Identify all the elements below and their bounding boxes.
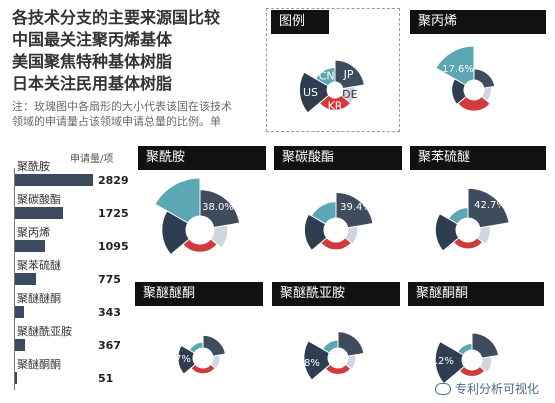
bar — [15, 372, 17, 384]
rose-slice-us — [434, 212, 460, 252]
legend-box — [266, 8, 400, 132]
bar-value-label: 343 — [98, 306, 121, 319]
watermark-text: 专利分析可视化 — [454, 382, 539, 396]
rose-slice-cn — [154, 177, 201, 224]
bar-value-label: 2829 — [98, 174, 129, 187]
bar-label: 聚酰胺 — [17, 160, 50, 173]
rose-chart-pps: 42.7% — [434, 187, 510, 252]
rose-slice-us — [434, 340, 466, 385]
rose-slice-jp — [467, 187, 510, 229]
rose-slice-us — [303, 213, 328, 252]
bar — [15, 306, 25, 318]
rose-slice-jp — [335, 191, 374, 229]
panel-title-pc: 聚碳酸酯 — [274, 146, 402, 170]
rose-slice-jp — [471, 332, 500, 359]
rose-percent-label: 41.2% — [422, 356, 454, 367]
rose-slice-us — [161, 210, 190, 256]
rose-percent-label: 25.7% — [159, 354, 191, 365]
note-line-2: 领域的申请量占该领域申请总量的比例。单 — [12, 115, 221, 128]
rose-chart-peek: 25.7% — [159, 334, 227, 375]
bar-label: 聚醚酮酮 — [17, 358, 61, 371]
panel-title-peek: 聚醚醚酮 — [135, 282, 263, 306]
rose-country-label: US — [303, 86, 318, 99]
legend-title: 图例 — [271, 10, 329, 34]
rose-slice-jp — [337, 331, 365, 357]
rose-slice-jp — [473, 68, 496, 89]
panel-title-pp: 聚丙烯 — [410, 10, 546, 34]
rose-slice-kr — [190, 363, 216, 375]
rose-percent-label: 38.0% — [202, 202, 234, 213]
rose-country-label: CN — [319, 70, 335, 83]
rose-slice-us — [177, 344, 197, 375]
rose-slice-jp — [334, 59, 365, 90]
rose-percent-label: 39.4% — [340, 202, 372, 213]
title-line-3: 美国聚焦特种基体树脂 — [12, 52, 173, 71]
bar-label: 聚丙烯 — [17, 226, 50, 239]
rose-slice-us — [298, 71, 330, 114]
bar-label: 聚碳酸酯 — [17, 193, 61, 206]
rose-percent-label: 42.7% — [474, 200, 506, 211]
bar — [15, 273, 37, 285]
bar-axis-label: 申请量/项 — [70, 154, 114, 165]
bar-value-label: 1095 — [98, 240, 129, 253]
rose-slice-us — [303, 340, 332, 381]
rose-slice-kr — [182, 238, 218, 253]
panel-title-pei: 聚醚酰亚胺 — [272, 282, 400, 306]
title-line-1: 各技术分支的主要来源国比较 — [12, 8, 221, 27]
bar-value-label: 775 — [98, 273, 121, 286]
watermark: 专利分析可视化 — [434, 380, 539, 397]
rose-country-label: KR — [328, 99, 343, 112]
rose-chart-pa: 38.0% — [154, 177, 241, 256]
rose-slice-us — [451, 78, 468, 106]
rose-country-label: JP — [343, 68, 354, 81]
bar-value-label: 51 — [98, 372, 114, 385]
rose-percent-label: 36.8% — [288, 358, 320, 369]
rose-slice-cn — [435, 45, 475, 86]
rose-slice-jp — [199, 189, 241, 229]
bar — [15, 174, 93, 186]
wechat-icon — [434, 382, 451, 395]
rose-chart-pc: 39.4% — [303, 191, 374, 252]
bar-label: 聚醚醚酮 — [17, 292, 61, 305]
bar — [15, 339, 26, 351]
title-line-4: 日本关注民用基体树脂 — [12, 74, 173, 93]
bar — [15, 207, 63, 219]
title-line-2: 中国最关注聚丙烯基体 — [12, 30, 173, 49]
panel-title-pps: 聚苯硫醚 — [410, 146, 546, 170]
bar-label: 聚醚酰亚胺 — [17, 325, 72, 338]
rose-chart-pp: 17.6% — [435, 45, 496, 112]
bar-label: 聚苯硫醚 — [17, 259, 61, 272]
rose-country-label: DE — [342, 88, 357, 101]
note-line-1: 注：玫瑰图中各扇形的大小代表该国在该技术 — [12, 100, 232, 113]
bar — [15, 240, 46, 252]
bar-value-label: 367 — [98, 339, 121, 352]
bar-axis-line — [14, 168, 15, 390]
bar-value-label: 1725 — [98, 207, 129, 220]
rose-percent-label: 17.6% — [442, 64, 474, 75]
rose-chart-pekk: 41.2% — [422, 332, 500, 385]
panel-title-pekk: 聚醚酮酮 — [408, 282, 544, 306]
panel-title-pa: 聚酰胺 — [138, 146, 266, 170]
rose-chart-pei: 36.8% — [288, 331, 365, 381]
rose-slice-jp — [202, 334, 227, 357]
rose-slice-kr — [452, 237, 484, 250]
